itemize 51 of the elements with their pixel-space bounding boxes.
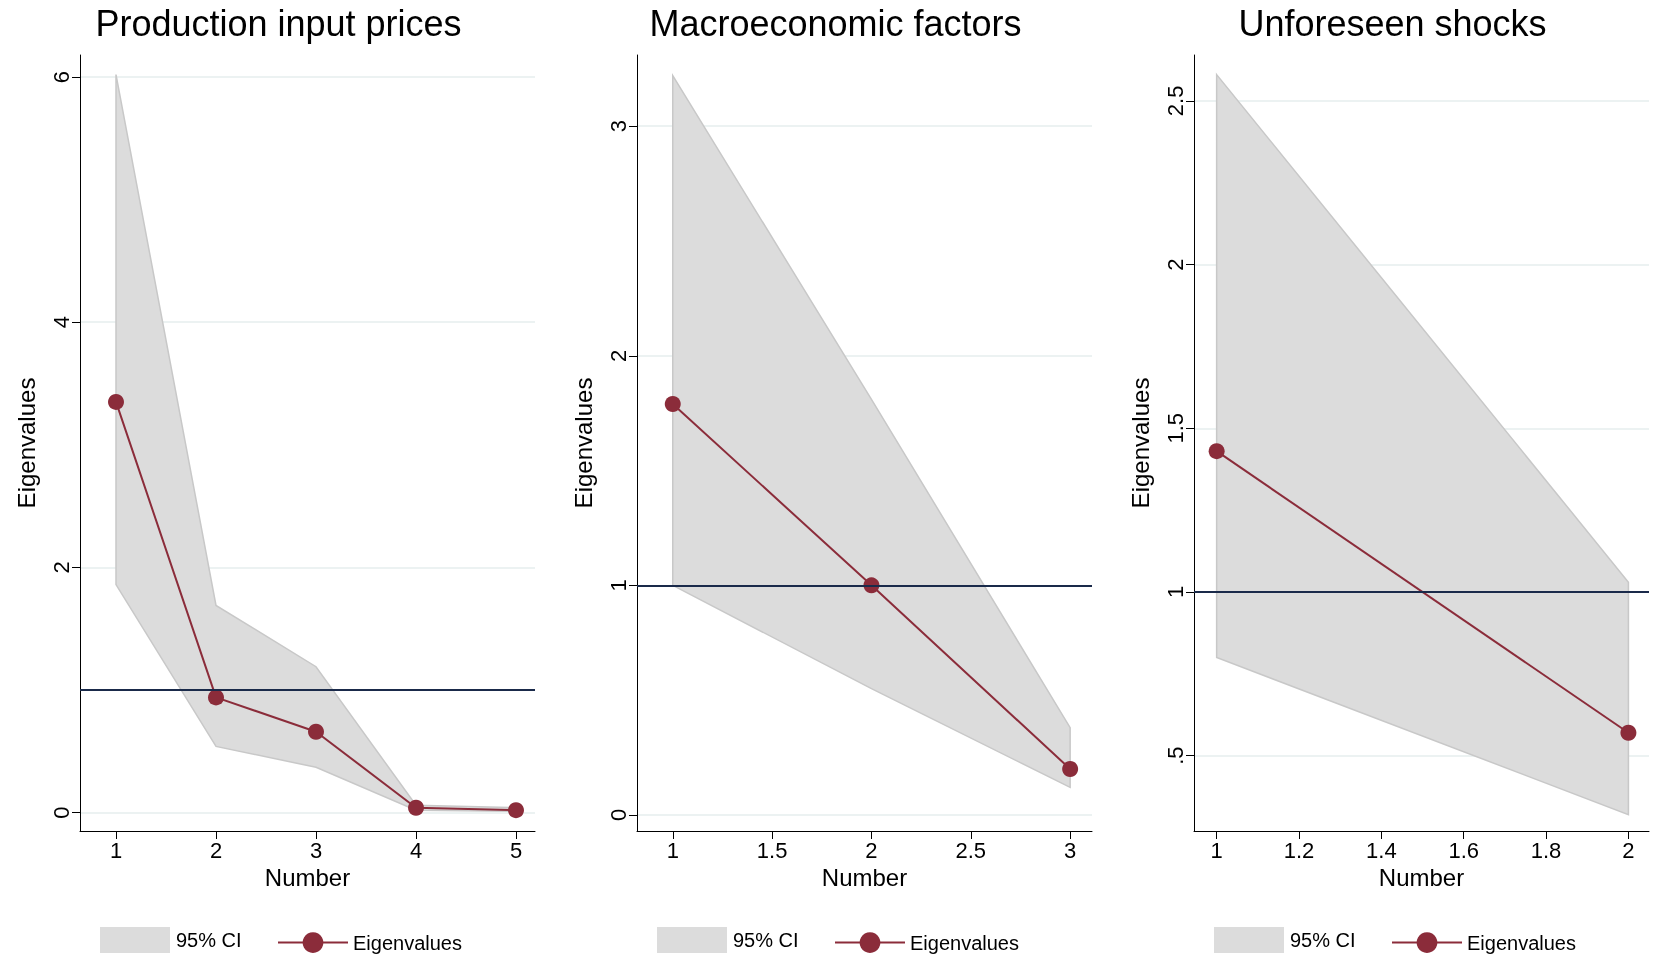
y-axis-title: Eigenvalues xyxy=(1126,377,1154,509)
y-tick-label: 2 xyxy=(48,561,74,574)
y-tick-label: 2 xyxy=(1162,258,1188,271)
y-axis-title: Eigenvalues xyxy=(12,377,40,509)
x-tick-label: 2 xyxy=(209,837,223,863)
y-axis-title: Eigenvalues xyxy=(569,377,597,509)
x-tick-label: 3 xyxy=(309,837,323,863)
legend-label: Eigenvalues xyxy=(353,931,462,954)
y-tick-label: 1 xyxy=(605,579,631,592)
y-tick-label: 1.5 xyxy=(1162,412,1188,444)
x-tick-label: 4 xyxy=(409,837,423,863)
y-tick-label: 2.5 xyxy=(1162,85,1188,117)
x-axis-title: Number xyxy=(264,864,351,892)
point xyxy=(308,723,324,740)
point xyxy=(508,802,524,819)
x-tick-label: 1.5 xyxy=(756,837,788,863)
point xyxy=(664,395,681,412)
chart-title: Unforeseen shocks xyxy=(1238,2,1547,44)
x-tick-label: 1 xyxy=(1210,837,1223,863)
x-tick-label: 3 xyxy=(1064,837,1077,863)
y-tick-label: 6 xyxy=(48,70,74,84)
point xyxy=(108,393,124,410)
y-tick-label: 0 xyxy=(605,808,631,822)
text: 95% CI xyxy=(733,928,799,952)
y-tick-label: .5 xyxy=(1162,746,1188,765)
y-tick-label: 0 xyxy=(48,806,74,819)
x-tick-label: 1.4 xyxy=(1366,837,1397,863)
legend-label: Eigenvalues xyxy=(1467,931,1576,954)
x-tick-label: 1 xyxy=(666,837,679,863)
x-tick-label: 2 xyxy=(865,837,878,863)
x-tick-label: 2 xyxy=(1622,837,1635,863)
point xyxy=(408,799,424,816)
x-tick-label: 1.6 xyxy=(1448,837,1479,863)
x-tick-label: 1 xyxy=(109,837,123,863)
x-tick-label: 2.5 xyxy=(955,837,987,863)
x-axis-title: Number xyxy=(1378,864,1465,892)
y-tick-label: 2 xyxy=(605,349,631,362)
text: 95% CI xyxy=(176,928,242,952)
text: 95% CI xyxy=(1290,928,1356,952)
x-tick-label: 5 xyxy=(509,837,523,863)
chart-title: Macroeconomic factors xyxy=(649,2,1022,44)
point xyxy=(1062,761,1079,778)
point xyxy=(208,689,224,706)
y-tick-label: 4 xyxy=(48,316,74,329)
x-axis-title: Number xyxy=(821,864,908,892)
y-tick-label: 1 xyxy=(1162,585,1188,599)
y-tick-label: 3 xyxy=(605,120,631,133)
chart-title: Production input prices xyxy=(95,2,462,44)
legend-label: Eigenvalues xyxy=(910,931,1019,954)
x-tick-label: 1.2 xyxy=(1283,837,1315,863)
x-tick-label: 1.8 xyxy=(1530,837,1562,863)
